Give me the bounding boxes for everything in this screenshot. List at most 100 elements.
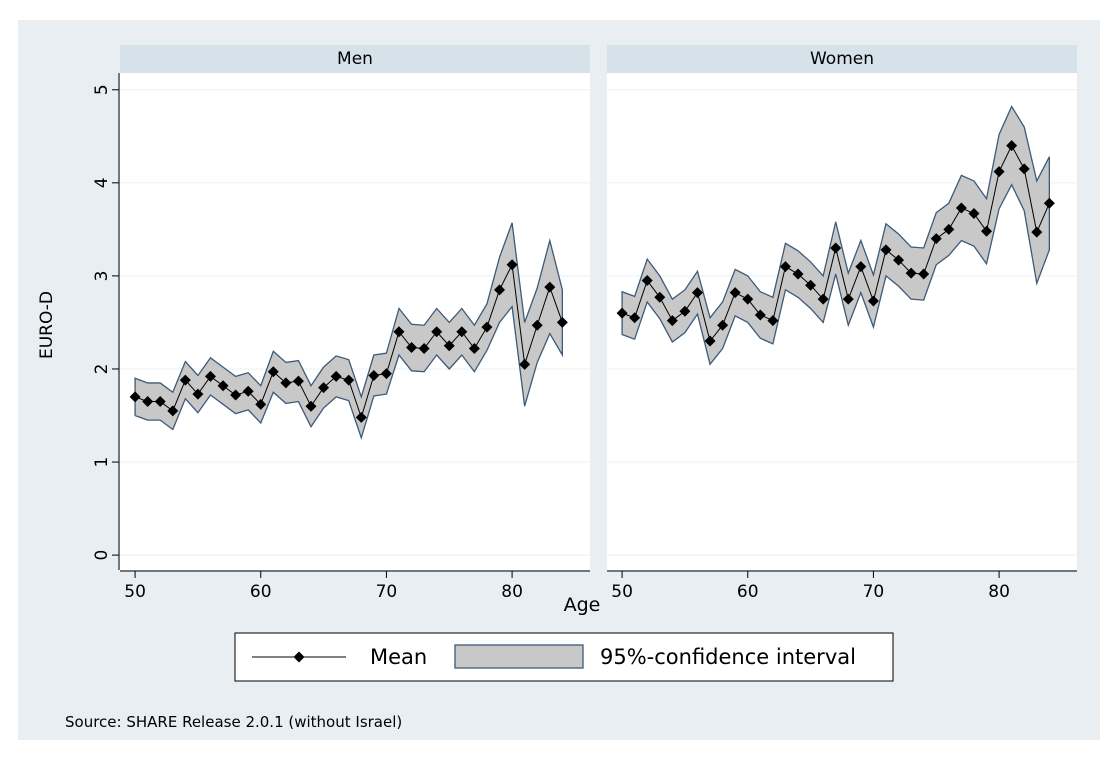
mean-marker — [179, 374, 191, 386]
mean-marker — [767, 315, 779, 327]
x-tick-label: 80 — [501, 582, 523, 602]
mean-marker — [905, 267, 917, 279]
plot-area — [120, 73, 590, 570]
mean-marker — [955, 202, 967, 214]
y-axis-label: EURO-D — [37, 291, 57, 359]
mean-marker — [456, 326, 468, 338]
mean-marker — [654, 291, 666, 303]
mean-marker — [742, 293, 754, 305]
mean-marker — [305, 400, 317, 412]
mean-marker — [918, 268, 930, 280]
panel-title: Women — [810, 49, 874, 69]
x-tick-label: 70 — [376, 582, 398, 602]
strip-header — [120, 45, 590, 73]
x-axis-label: Age — [564, 594, 601, 616]
mean-marker — [255, 398, 267, 410]
mean-marker — [468, 342, 480, 354]
mean-marker — [406, 342, 418, 354]
y-tick-label: 1 — [92, 457, 112, 468]
mean-marker — [204, 370, 216, 382]
mean-marker — [154, 396, 166, 408]
mean-marker — [704, 335, 716, 347]
mean-marker — [842, 293, 854, 305]
mean-marker — [1006, 140, 1018, 152]
legend-swatch — [454, 644, 584, 669]
legend-label: Mean — [370, 645, 427, 669]
x-tick-label: 50 — [611, 582, 633, 602]
mean-marker — [506, 259, 518, 271]
mean-marker — [930, 233, 942, 245]
mean-marker — [531, 319, 543, 331]
panel-title: Men — [337, 49, 373, 69]
y-tick-label: 3 — [92, 270, 112, 281]
mean-marker — [355, 411, 367, 423]
mean-marker — [380, 368, 392, 380]
y-tick-label: 2 — [92, 364, 112, 375]
mean-marker — [792, 268, 804, 280]
mean-marker — [981, 225, 993, 237]
legend-label: 95%-confidence interval — [600, 645, 856, 669]
confidence-band — [134, 222, 564, 440]
mean-marker — [867, 295, 879, 307]
strip-header — [607, 45, 1077, 73]
mean-marker — [666, 315, 678, 327]
x-tick-label: 60 — [250, 582, 272, 602]
x-tick-label: 50 — [124, 582, 146, 602]
y-tick-label: 5 — [92, 84, 112, 95]
mean-marker — [880, 244, 892, 256]
source-note: Source: SHARE Release 2.0.1 (without Isr… — [65, 713, 402, 731]
mean-marker — [855, 261, 867, 273]
mean-marker — [616, 307, 628, 319]
mean-marker — [691, 287, 703, 299]
mean-marker — [230, 389, 242, 401]
x-tick-label: 60 — [737, 582, 759, 602]
mean-marker — [142, 396, 154, 408]
mean-marker — [431, 326, 443, 338]
x-tick-label: 80 — [988, 582, 1010, 602]
mean-marker — [481, 321, 493, 333]
mean-marker — [641, 275, 653, 287]
mean-marker — [393, 326, 405, 338]
mean-marker — [1031, 226, 1043, 238]
mean-marker — [556, 316, 568, 328]
mean-marker — [830, 242, 842, 254]
mean-marker — [943, 223, 955, 235]
mean-marker — [129, 391, 141, 403]
mean-marker — [343, 374, 355, 386]
mean-marker — [729, 287, 741, 299]
mean-marker — [167, 405, 179, 417]
mean-marker — [242, 385, 254, 397]
mean-marker — [519, 358, 531, 370]
mean-marker — [330, 370, 342, 382]
mean-marker — [280, 377, 292, 389]
mean-marker — [267, 366, 279, 378]
mean-marker — [717, 319, 729, 331]
mean-marker — [1043, 197, 1055, 209]
y-tick-label: 4 — [92, 177, 112, 188]
mean-marker — [817, 293, 829, 305]
mean-marker — [805, 279, 817, 291]
mean-marker — [192, 388, 204, 400]
mean-marker — [318, 382, 330, 394]
mean-marker — [418, 342, 430, 354]
mean-marker — [368, 369, 380, 381]
mean-marker — [443, 340, 455, 352]
mean-marker — [993, 166, 1005, 178]
mean-marker — [217, 380, 229, 392]
mean-marker — [893, 254, 905, 266]
mean-marker — [754, 309, 766, 321]
mean-marker — [1018, 163, 1030, 175]
mean-marker — [544, 281, 556, 293]
mean-marker — [679, 305, 691, 317]
mean-marker — [292, 375, 304, 387]
mean-marker — [968, 208, 980, 220]
y-tick-label: 0 — [92, 550, 112, 561]
legend-marker — [293, 651, 305, 663]
x-tick-label: 70 — [863, 582, 885, 602]
mean-marker — [494, 284, 506, 296]
confidence-band — [621, 105, 1050, 366]
mean-marker — [779, 261, 791, 273]
mean-marker — [629, 312, 641, 324]
